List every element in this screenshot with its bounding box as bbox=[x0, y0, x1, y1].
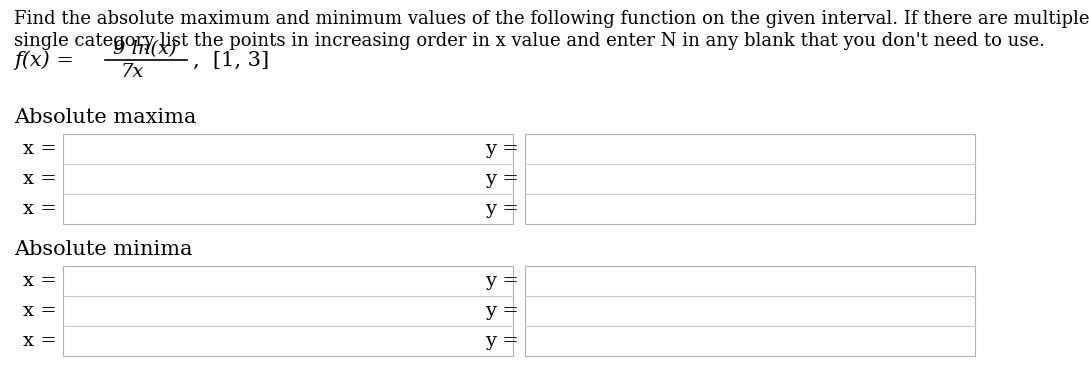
Text: x =: x = bbox=[23, 332, 57, 350]
Text: y =: y = bbox=[486, 272, 519, 290]
Text: x =: x = bbox=[23, 272, 57, 290]
Text: Find the absolute maximum and minimum values of the following function on the gi: Find the absolute maximum and minimum va… bbox=[14, 10, 1089, 28]
Text: y =: y = bbox=[486, 170, 519, 188]
Text: ,  [1, 3]: , [1, 3] bbox=[193, 51, 269, 70]
Text: 7x: 7x bbox=[121, 63, 145, 81]
Text: y =: y = bbox=[486, 302, 519, 320]
Text: x =: x = bbox=[23, 302, 57, 320]
FancyBboxPatch shape bbox=[63, 266, 513, 356]
Text: Absolute maxima: Absolute maxima bbox=[14, 108, 196, 127]
Text: y =: y = bbox=[486, 332, 519, 350]
Text: y =: y = bbox=[486, 140, 519, 158]
Text: x =: x = bbox=[23, 170, 57, 188]
Text: x =: x = bbox=[23, 200, 57, 218]
Text: Absolute minima: Absolute minima bbox=[14, 240, 193, 259]
FancyBboxPatch shape bbox=[63, 134, 513, 224]
Text: single category list the points in increasing order in x value and enter N in an: single category list the points in incre… bbox=[14, 32, 1045, 50]
FancyBboxPatch shape bbox=[525, 266, 975, 356]
Text: x =: x = bbox=[23, 140, 57, 158]
FancyBboxPatch shape bbox=[525, 134, 975, 224]
Text: f(x) =: f(x) = bbox=[14, 50, 74, 70]
Text: 9 ln(x): 9 ln(x) bbox=[113, 40, 176, 58]
Text: y =: y = bbox=[486, 200, 519, 218]
